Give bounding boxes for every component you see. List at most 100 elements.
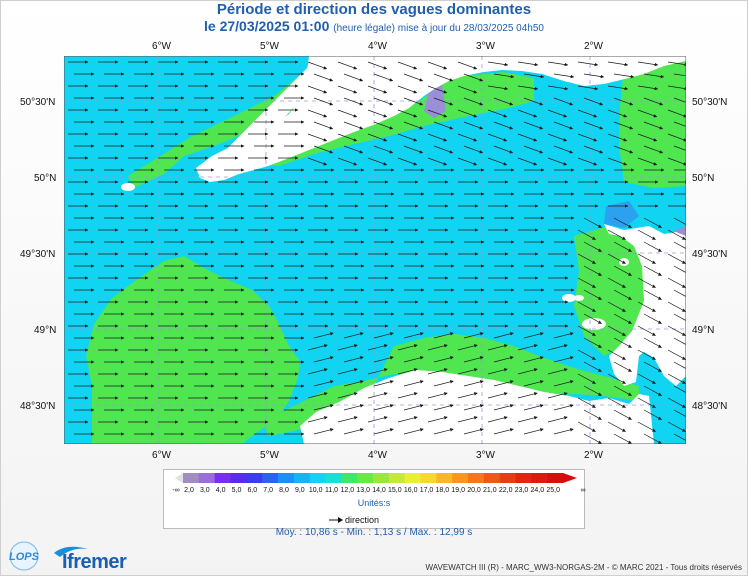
wave-direction-arrow — [337, 416, 358, 423]
colorbar-label-min: -∞ — [172, 487, 180, 494]
wave-direction-arrow — [343, 404, 364, 411]
wave-direction-arrow — [373, 332, 394, 339]
wave-direction-arrow — [613, 337, 632, 348]
wave-direction-arrow — [487, 344, 508, 351]
wave-direction-arrow — [667, 397, 686, 408]
colorbar-segment — [183, 473, 200, 483]
svg-text:LOPS: LOPS — [9, 551, 40, 563]
wave-direction-arrow — [367, 392, 388, 399]
wave-direction-arrow — [433, 121, 454, 130]
wave-direction-arrow — [427, 109, 448, 118]
colorbar-segment — [357, 473, 374, 483]
green-zone-brittany-coast — [264, 334, 639, 436]
colorbar-label: 12,0 — [340, 487, 355, 494]
lat-tick-left: 48°30'N — [20, 401, 56, 412]
wave-direction-arrow — [583, 241, 602, 252]
wave-direction-arrow — [667, 229, 686, 240]
wave-direction-arrow — [583, 265, 602, 276]
wave-direction-arrow — [577, 229, 596, 240]
wave-direction-arrow — [313, 97, 334, 106]
wave-direction-arrow — [493, 332, 514, 339]
wave-direction-arrow — [307, 157, 328, 166]
wave-direction-arrow — [673, 73, 686, 77]
wave-direction-arrow — [307, 85, 328, 94]
colorbar-label: 6,0 — [247, 487, 258, 494]
wave-direction-arrow — [343, 380, 364, 387]
wave-direction-arrow — [613, 121, 634, 130]
wave-direction-arrow — [373, 121, 394, 130]
colorbar-segment — [198, 473, 216, 483]
wave-direction-arrow — [583, 337, 602, 348]
wave-direction-arrow — [553, 145, 574, 154]
colorbar-segment — [468, 473, 485, 483]
lon-tick-bottom: 2°W — [584, 450, 603, 461]
lon-tick-top: 5°W — [260, 41, 279, 52]
wave-direction-arrow — [517, 157, 538, 166]
wave-direction-arrow — [673, 385, 686, 393]
wave-direction-arrow — [613, 241, 632, 252]
wave-direction-arrow — [553, 380, 574, 387]
wave-direction-arrow — [673, 409, 686, 417]
colorbar-label: 16,0 — [403, 487, 418, 494]
wave-direction-arrow — [397, 157, 418, 166]
colorbar-label: 10,0 — [308, 487, 323, 494]
wave-direction-arrow — [667, 301, 686, 312]
wave-direction-arrow — [583, 409, 602, 420]
colorbar-segment — [499, 473, 516, 483]
colorbar-label: 24,0 — [530, 487, 545, 494]
colorbar-segment — [373, 473, 390, 483]
colorbar-segment — [325, 473, 342, 483]
wave-direction-arrow — [427, 416, 448, 423]
wave-direction-arrow — [457, 109, 478, 118]
ifremer-logo-text: Ifremer — [62, 551, 127, 573]
wave-direction-arrow — [637, 301, 656, 312]
wave-direction-arrow — [613, 289, 632, 300]
colorbar-max-arrow — [563, 473, 577, 483]
lat-tick-left: 49°N — [34, 325, 57, 336]
wave-direction-arrow — [523, 380, 544, 387]
colorbar-segment — [547, 473, 564, 483]
wave-direction-arrow — [373, 97, 394, 106]
wave-direction-arrow — [673, 145, 686, 151]
wave-direction-arrow — [457, 416, 478, 423]
wave-direction-arrow — [643, 97, 664, 106]
wave-direction-arrow — [397, 368, 418, 375]
page-title: Période et direction des vagues dominant… — [216, 1, 532, 18]
wave-direction-arrow — [373, 73, 394, 82]
wave-direction-arrow — [613, 145, 634, 154]
wave-direction-arrow — [427, 85, 448, 94]
colorbar-label: 2,0 — [184, 487, 194, 494]
colorbar-label: 4,0 — [215, 487, 226, 494]
wave-direction-arrow — [403, 428, 424, 435]
wave-direction-arrow — [433, 404, 454, 411]
colorbar-label: 9,0 — [294, 487, 305, 494]
credit-footer: WAVEWATCH III (R) - MARC_WW3-NORGAS-2M -… — [425, 563, 742, 572]
wave-direction-arrow — [637, 109, 658, 118]
wave-direction-arrow — [457, 344, 478, 351]
land-brittany — [64, 370, 654, 444]
wave-direction-arrow — [307, 133, 328, 142]
wave-direction-arrow — [667, 373, 686, 384]
wave-direction-arrow — [637, 253, 656, 264]
wave-direction-arrow — [517, 61, 539, 67]
wave-direction-arrow — [487, 133, 508, 142]
wave-direction-arrow — [337, 61, 358, 70]
wave-direction-arrow — [577, 253, 596, 264]
wave-direction-arrow — [607, 349, 626, 360]
wave-direction-arrow — [517, 109, 538, 118]
island-guernsey — [562, 294, 576, 302]
lon-tick-top: 6°W — [152, 41, 171, 52]
wave-direction-arrow — [367, 344, 388, 351]
wave-direction-arrow — [643, 409, 662, 420]
direction-arrow-icon — [329, 517, 343, 523]
wave-direction-arrow — [307, 61, 328, 70]
wave-direction-arrow — [307, 368, 328, 375]
wave-direction-arrow — [457, 157, 478, 166]
wave-direction-arrow — [547, 368, 568, 375]
wave-direction-arrow — [373, 380, 394, 387]
wave-direction-arrow — [337, 392, 358, 399]
wave-direction-arrow — [637, 325, 656, 336]
wave-direction-arrow — [487, 392, 508, 399]
wave-direction-arrow — [487, 368, 508, 375]
wave-direction-arrow — [493, 73, 515, 79]
